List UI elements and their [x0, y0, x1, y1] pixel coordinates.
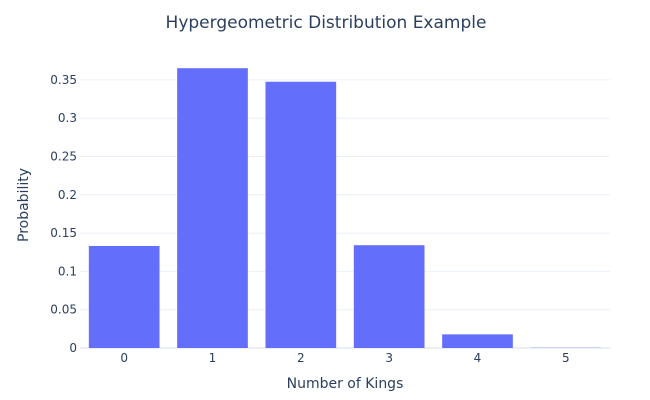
bar-4[interactable] [442, 334, 513, 348]
bar-0[interactable] [88, 245, 160, 348]
y-axis-label: Probability [16, 168, 32, 242]
x-tick-label: 1 [209, 351, 217, 365]
gridlines [80, 79, 610, 349]
bar-1[interactable] [177, 68, 248, 349]
x-tick-label: 3 [385, 351, 393, 365]
x-tick-label: 4 [474, 351, 482, 365]
x-tick-label: 2 [297, 351, 305, 365]
x-tick-label: 5 [562, 351, 570, 365]
chart-title: Hypergeometric Distribution Example [166, 13, 487, 33]
x-axis-label: Number of Kings [287, 376, 404, 392]
y-tick-label: 0.25 [50, 150, 77, 164]
x-axis-ticks: 0 1 2 3 4 5 [120, 351, 569, 365]
y-tick-label: 0.2 [58, 188, 77, 202]
y-tick-label: 0 [69, 341, 77, 355]
bar-2[interactable] [265, 81, 337, 349]
y-tick-label: 0.3 [58, 111, 77, 125]
bars [88, 68, 602, 349]
y-axis-ticks: 0 0.05 0.1 0.15 0.2 0.25 0.3 0.35 [50, 73, 77, 355]
y-tick-label: 0.35 [50, 73, 77, 87]
bar-3[interactable] [353, 245, 425, 348]
y-tick-label: 0.15 [50, 226, 77, 240]
x-tick-label: 0 [120, 351, 128, 365]
y-tick-label: 0.05 [50, 303, 77, 317]
y-tick-label: 0.1 [58, 264, 77, 278]
